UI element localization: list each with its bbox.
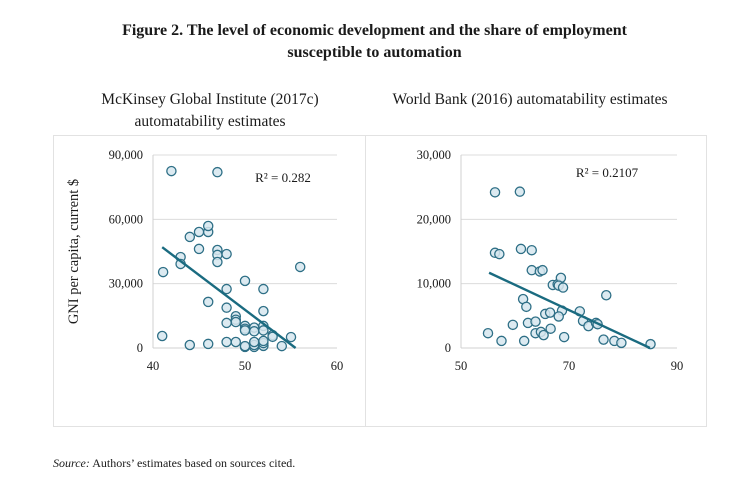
panel-divider xyxy=(365,135,366,427)
right-data-point xyxy=(545,323,556,334)
left-data-point xyxy=(276,340,288,352)
left-data-point xyxy=(212,256,223,268)
figure-title-line2: susceptible to automation xyxy=(287,44,462,61)
left-data-point xyxy=(248,326,260,337)
charts-frame xyxy=(53,135,707,427)
right-trendline xyxy=(488,271,651,350)
left-data-point xyxy=(202,220,214,232)
left-panel-title-line2: automatability estimates xyxy=(134,113,286,130)
left-chart: 0 30,000 60,000 90,000 40 50 60 GNI per capita,… xyxy=(66,148,343,373)
right-data-point xyxy=(558,331,570,343)
right-data-point xyxy=(616,337,627,349)
left-y-axis-label: GNI per capita, current $ xyxy=(66,179,82,324)
right-panel-title: World Bank (2016) automatability estimat… xyxy=(370,89,690,111)
left-data-point xyxy=(193,226,205,238)
right-data-point xyxy=(494,248,505,260)
left-x-tick-label: 60 xyxy=(331,359,344,373)
right-data-point xyxy=(507,319,519,331)
left-data-point xyxy=(212,166,223,178)
source-note: Source: Authors’ estimates based on sour… xyxy=(53,456,295,471)
left-data-point xyxy=(157,266,169,278)
left-data-point xyxy=(230,336,242,348)
left-data-point xyxy=(221,248,232,260)
left-trendline xyxy=(161,246,297,349)
left-panel-title-line1: McKinsey Global Institute (2017c) xyxy=(101,91,319,108)
left-data-point xyxy=(248,336,260,348)
right-data-point xyxy=(537,264,548,276)
left-x-tick-label: 50 xyxy=(239,359,252,373)
right-data-point xyxy=(514,186,526,197)
left-data-point xyxy=(230,316,242,328)
left-data-point xyxy=(267,331,278,343)
left-y-tick-label: 90,000 xyxy=(109,148,143,162)
left-data-point xyxy=(239,275,251,287)
left-data-point xyxy=(258,305,269,317)
right-data-point xyxy=(489,187,501,198)
left-y-tick-label: 30,000 xyxy=(109,277,143,291)
left-y-tick-label: 0 xyxy=(137,341,143,355)
source-text: Authors’ estimates based on sources cite… xyxy=(89,456,296,470)
left-data-point xyxy=(166,165,177,177)
left-data-point xyxy=(202,338,214,350)
left-data-point xyxy=(258,325,269,336)
right-data-point xyxy=(553,311,564,322)
left-data-point xyxy=(258,283,269,295)
left-data-point xyxy=(221,317,232,329)
right-data-point xyxy=(496,335,507,347)
left-data-point xyxy=(221,302,232,313)
right-data-point xyxy=(526,244,537,256)
right-data-point xyxy=(482,327,494,339)
left-data-point xyxy=(221,283,232,295)
figure-title-line1: Figure 2. The level of economic developm… xyxy=(122,22,627,39)
left-data-point xyxy=(202,296,214,308)
right-y-tick-label: 20,000 xyxy=(417,212,451,226)
right-data-point xyxy=(538,329,549,341)
right-chart: 0 10,000 20,000 30,000 50 70 90 R² = 0.2107 xyxy=(417,148,684,373)
right-x-tick-label: 70 xyxy=(563,359,576,373)
right-y-tick-label: 0 xyxy=(445,341,451,355)
left-data-point xyxy=(193,243,205,255)
right-data-point xyxy=(557,282,569,293)
right-data-point xyxy=(544,307,556,318)
left-data-point xyxy=(156,330,168,342)
right-x-tick-label: 50 xyxy=(455,359,468,373)
right-data-point xyxy=(518,335,530,347)
left-data-point xyxy=(184,231,196,243)
right-data-point xyxy=(515,243,527,255)
right-data-point xyxy=(598,334,609,345)
right-r-squared-label: R² = 0.2107 xyxy=(576,165,639,180)
left-data-point xyxy=(239,325,251,336)
right-x-tick-label: 90 xyxy=(671,359,684,373)
figure-title: Figure 2. The level of economic developm… xyxy=(0,20,749,64)
left-data-point xyxy=(239,340,251,352)
right-data-point xyxy=(521,301,532,313)
right-y-tick-label: 30,000 xyxy=(417,148,451,162)
left-data-point xyxy=(294,261,306,273)
right-data-point xyxy=(530,316,541,327)
left-data-point xyxy=(221,336,232,348)
right-data-point xyxy=(601,289,612,301)
right-y-tick-label: 10,000 xyxy=(417,277,451,291)
right-panel-title-line1: World Bank (2016) automatability estimat… xyxy=(392,91,668,108)
left-y-tick-label: 60,000 xyxy=(109,212,143,226)
left-r-squared-label: R² = 0.282 xyxy=(255,170,311,185)
source-label: Source: xyxy=(53,456,90,470)
left-data-point xyxy=(285,331,297,343)
left-x-tick-label: 40 xyxy=(147,359,160,373)
left-panel-title: McKinsey Global Institute (2017c) automa… xyxy=(60,89,360,133)
left-data-point xyxy=(184,339,196,351)
left-data-point xyxy=(258,335,269,347)
